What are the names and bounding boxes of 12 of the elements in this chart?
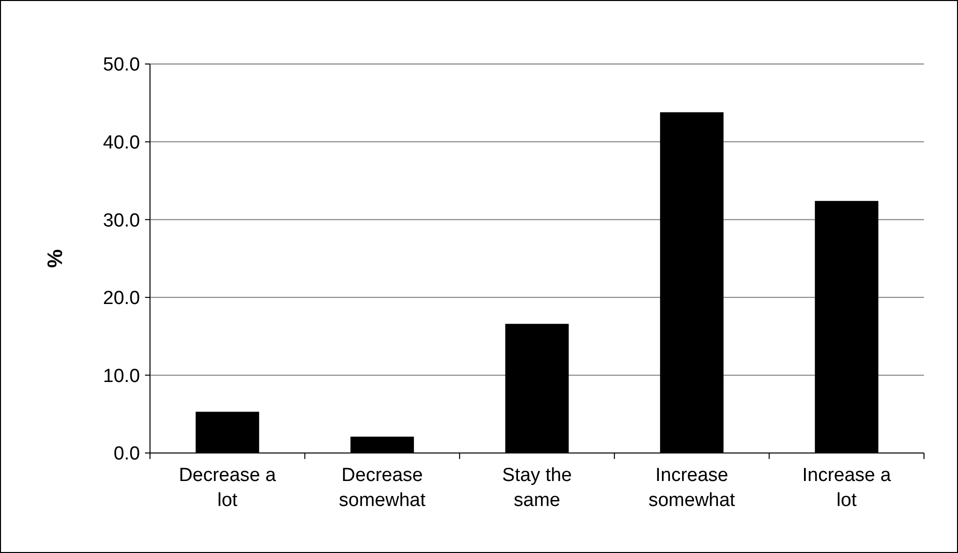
y-tick-label: 10.0 bbox=[103, 366, 140, 387]
x-tick-label: Decrease somewhat bbox=[338, 465, 426, 511]
y-tick-label: 40.0 bbox=[103, 132, 140, 154]
y-tick-label: 20.0 bbox=[103, 288, 140, 310]
y-axis-title: % bbox=[44, 248, 67, 268]
x-tick-label: Increase somewhat bbox=[648, 465, 736, 511]
y-tick-label: 50.0 bbox=[103, 54, 140, 76]
x-tick-label: Decrease a lot bbox=[178, 465, 276, 511]
y-tick-label: 0.0 bbox=[114, 444, 140, 465]
y-tick-label: 30.0 bbox=[103, 210, 140, 232]
x-tick-label: Increase a lot bbox=[802, 465, 892, 511]
x-tick-label: Stay the same bbox=[502, 465, 572, 511]
